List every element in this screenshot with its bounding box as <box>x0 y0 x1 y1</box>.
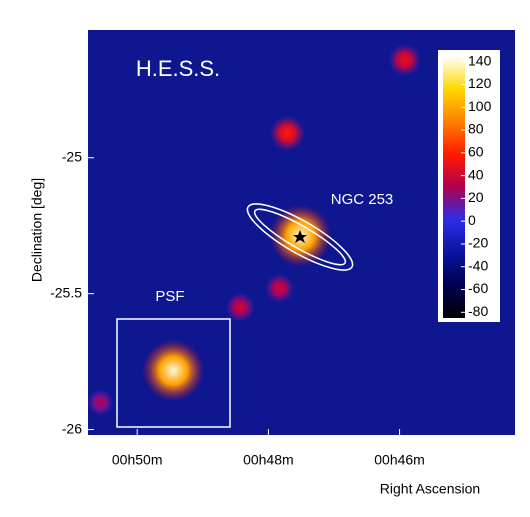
colorbar-tick-label: 80 <box>468 121 484 137</box>
colorbar-tick-label: -60 <box>468 280 488 296</box>
colorbar-tick-label: 120 <box>468 75 492 91</box>
colorbar-tick-label: -20 <box>468 235 488 251</box>
annotation: NGC 253 <box>331 191 394 208</box>
colorbar-tick-label: 60 <box>468 144 484 160</box>
hotspot <box>142 339 205 402</box>
colorbar-tick-label: 0 <box>468 212 476 228</box>
x-tick-label: 00h48m <box>243 452 294 468</box>
y-tick-label: -26 <box>62 420 82 436</box>
hotspot <box>265 274 294 303</box>
x-tick-label: 00h46m <box>374 452 425 468</box>
colorbar-tick-label: 100 <box>468 98 492 114</box>
colorbar-tick-label: 140 <box>468 52 492 68</box>
colorbar-tick-label: -40 <box>468 257 488 273</box>
hotspot <box>87 389 113 415</box>
hotspot <box>226 293 255 322</box>
y-tick-label: -25 <box>62 148 82 164</box>
colorbar-tick-label: 20 <box>468 189 484 205</box>
colorbar <box>443 56 465 318</box>
y-tick-label: -25.5 <box>50 284 82 300</box>
annotation: PSF <box>155 288 184 305</box>
y-axis-label: Declination [deg] <box>29 178 45 282</box>
x-axis-label: Right Ascension <box>380 481 480 497</box>
chart: H.E.S.S. NGC 253 PSF Right Ascension Dec… <box>0 0 530 512</box>
hotspot <box>388 44 421 77</box>
colorbar-tick-label: 40 <box>468 166 484 182</box>
x-tick-label: 00h50m <box>112 452 163 468</box>
chart-title: H.E.S.S. <box>136 56 220 81</box>
hotspot <box>269 115 305 151</box>
colorbar-tick-label: -80 <box>468 303 488 319</box>
